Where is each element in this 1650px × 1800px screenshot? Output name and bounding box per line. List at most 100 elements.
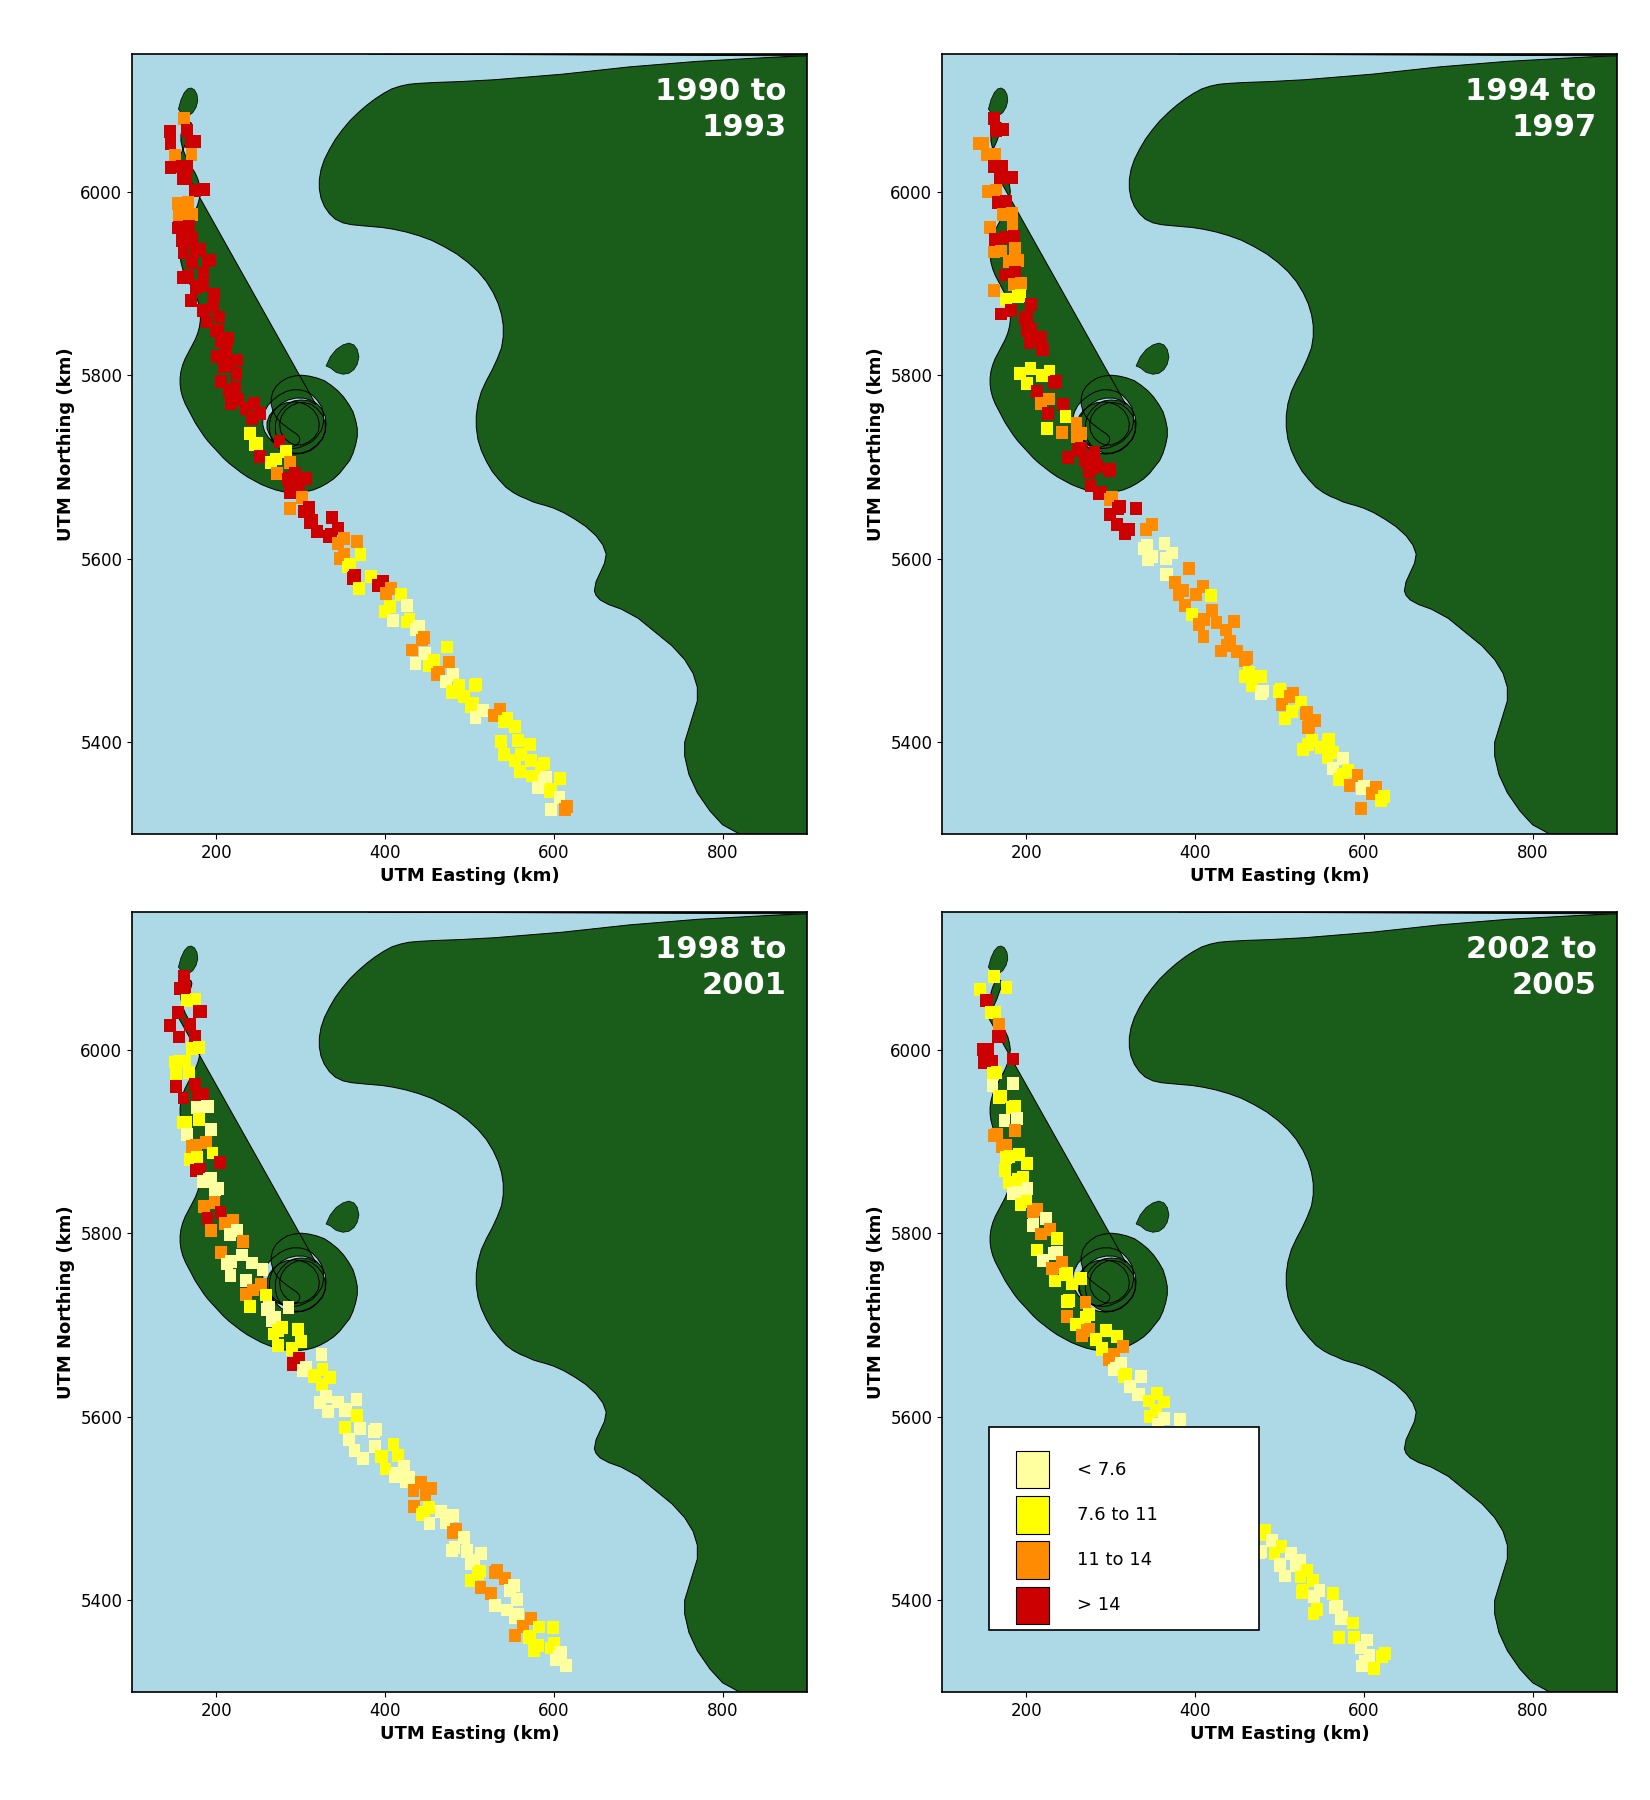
Bar xyxy=(195,279,208,292)
Bar xyxy=(1101,1325,1112,1337)
Bar xyxy=(1071,416,1082,430)
Bar xyxy=(1312,1604,1323,1616)
Bar xyxy=(172,1006,183,1019)
Bar xyxy=(401,1474,412,1487)
Bar xyxy=(422,659,436,673)
Bar xyxy=(284,472,295,484)
Bar xyxy=(287,1357,299,1370)
Bar xyxy=(365,571,376,583)
Bar xyxy=(183,220,195,234)
Bar xyxy=(254,407,266,419)
Bar xyxy=(431,668,442,680)
Bar xyxy=(186,148,198,160)
Bar xyxy=(974,983,985,995)
Bar xyxy=(1006,207,1018,220)
Bar xyxy=(508,1579,520,1593)
Bar xyxy=(272,1325,284,1337)
Bar xyxy=(515,749,526,761)
Bar xyxy=(1336,1611,1348,1624)
Bar xyxy=(200,1136,211,1148)
Bar xyxy=(323,1372,337,1384)
Bar xyxy=(1010,1125,1021,1138)
Bar xyxy=(309,1370,320,1382)
Bar xyxy=(450,1523,462,1535)
Bar xyxy=(403,1472,414,1485)
Bar xyxy=(987,1067,998,1080)
Bar xyxy=(477,704,488,716)
Bar xyxy=(1008,243,1021,256)
Bar xyxy=(183,1066,195,1078)
Bar xyxy=(1143,1395,1155,1408)
Bar xyxy=(170,149,182,162)
Bar xyxy=(510,754,521,767)
Bar xyxy=(266,1314,277,1327)
Bar xyxy=(531,1640,543,1652)
Bar xyxy=(1236,1498,1247,1510)
Bar xyxy=(988,284,1000,297)
Bar xyxy=(502,711,513,725)
Bar xyxy=(188,135,201,148)
Bar xyxy=(1160,569,1171,581)
Bar xyxy=(1186,608,1198,621)
Bar xyxy=(1190,589,1201,601)
X-axis label: UTM Easting (km): UTM Easting (km) xyxy=(1190,868,1369,886)
Bar xyxy=(1082,452,1094,464)
Bar xyxy=(1241,652,1252,664)
Bar xyxy=(1046,1262,1058,1276)
Bar xyxy=(1351,769,1363,781)
Bar xyxy=(210,1183,221,1195)
Bar xyxy=(1308,1589,1320,1604)
Bar xyxy=(997,207,1010,221)
Bar xyxy=(459,689,470,702)
Bar xyxy=(389,1471,401,1483)
Bar xyxy=(195,1163,206,1175)
Bar xyxy=(1000,196,1011,209)
Bar xyxy=(561,801,573,814)
Bar xyxy=(348,1444,360,1456)
Bar xyxy=(472,1568,483,1580)
Bar xyxy=(271,466,282,481)
Bar xyxy=(1140,524,1152,536)
Bar xyxy=(238,1235,249,1247)
Bar xyxy=(1038,344,1049,356)
Bar xyxy=(1246,679,1257,691)
Bar xyxy=(368,1426,380,1438)
Bar xyxy=(1287,688,1299,700)
Y-axis label: UTM Northing (km): UTM Northing (km) xyxy=(866,1206,884,1399)
Bar xyxy=(254,450,266,463)
Bar xyxy=(447,668,459,680)
Bar xyxy=(191,1089,203,1102)
Bar xyxy=(1117,1370,1129,1384)
Bar xyxy=(553,1651,564,1663)
Bar xyxy=(1107,1348,1120,1361)
Bar xyxy=(988,970,1000,983)
Bar xyxy=(1051,374,1063,387)
Bar xyxy=(338,531,350,545)
Bar xyxy=(282,1301,294,1314)
Bar xyxy=(300,1361,312,1373)
Bar xyxy=(1130,502,1142,515)
Text: 7.6 to 11: 7.6 to 11 xyxy=(1077,1507,1158,1525)
Bar xyxy=(1063,452,1074,464)
Text: 1998 to
2001: 1998 to 2001 xyxy=(655,936,787,1001)
Bar xyxy=(282,473,294,486)
Bar xyxy=(1056,398,1069,410)
Bar xyxy=(436,1505,447,1517)
Bar xyxy=(467,697,478,709)
Bar xyxy=(559,1660,573,1672)
Bar xyxy=(193,1004,205,1019)
Bar xyxy=(1079,1296,1092,1309)
Bar xyxy=(173,209,185,221)
Bar xyxy=(1284,689,1297,702)
Bar xyxy=(424,1517,436,1530)
Bar xyxy=(201,254,213,266)
Bar xyxy=(208,301,219,313)
Bar xyxy=(201,1211,213,1226)
Bar xyxy=(1368,1663,1379,1676)
Bar xyxy=(295,1336,307,1348)
Bar xyxy=(988,970,1000,983)
Bar xyxy=(177,1116,188,1129)
Bar xyxy=(182,270,193,283)
Bar xyxy=(1135,1370,1147,1382)
Bar xyxy=(198,266,210,279)
